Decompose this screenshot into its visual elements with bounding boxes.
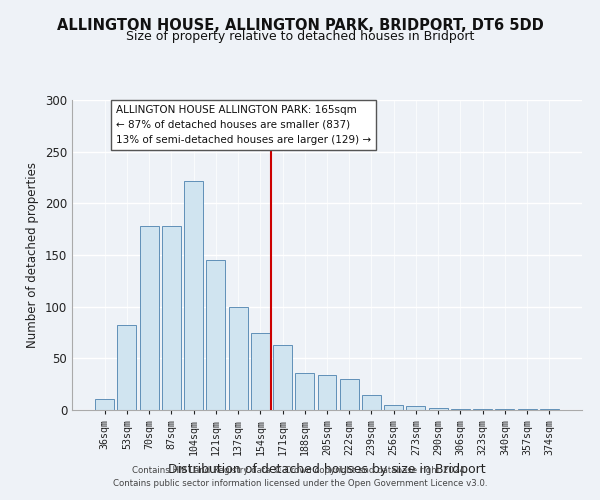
Bar [140, 226, 158, 410]
Bar [384, 405, 403, 410]
Bar [184, 180, 203, 410]
Bar [518, 409, 536, 410]
Bar [451, 409, 470, 410]
Bar [206, 260, 225, 410]
Bar [273, 345, 292, 410]
Bar [95, 398, 114, 410]
Bar [406, 406, 425, 410]
Bar [496, 409, 514, 410]
Bar [295, 373, 314, 410]
Y-axis label: Number of detached properties: Number of detached properties [26, 162, 40, 348]
Bar [118, 326, 136, 410]
Bar [162, 226, 181, 410]
Bar [340, 379, 359, 410]
Text: ALLINGTON HOUSE, ALLINGTON PARK, BRIDPORT, DT6 5DD: ALLINGTON HOUSE, ALLINGTON PARK, BRIDPOR… [56, 18, 544, 32]
Text: Contains HM Land Registry data © Crown copyright and database right 2024.
Contai: Contains HM Land Registry data © Crown c… [113, 466, 487, 487]
Bar [317, 375, 337, 410]
Text: ALLINGTON HOUSE ALLINGTON PARK: 165sqm
← 87% of detached houses are smaller (837: ALLINGTON HOUSE ALLINGTON PARK: 165sqm ←… [116, 105, 371, 145]
Bar [229, 306, 248, 410]
X-axis label: Distribution of detached houses by size in Bridport: Distribution of detached houses by size … [168, 464, 486, 476]
Bar [429, 408, 448, 410]
Bar [251, 332, 270, 410]
Bar [540, 409, 559, 410]
Bar [362, 394, 381, 410]
Bar [473, 409, 492, 410]
Text: Size of property relative to detached houses in Bridport: Size of property relative to detached ho… [126, 30, 474, 43]
